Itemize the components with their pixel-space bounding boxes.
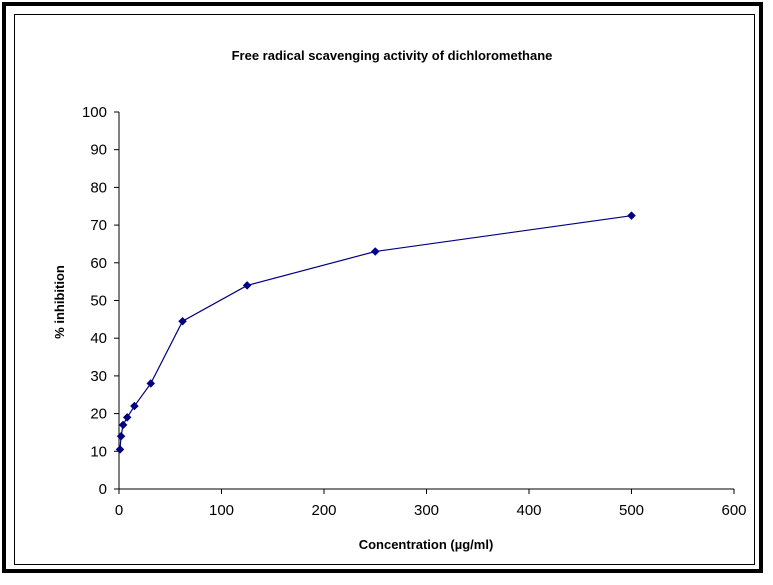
series-layer [115,211,636,454]
data-point-marker [118,420,128,430]
x-tick-label: 100 [209,502,234,519]
y-tick-label: 60 [90,255,107,272]
y-tick-label: 40 [90,330,107,347]
series-line [119,215,632,450]
y-tick-label: 20 [90,406,107,423]
x-tick-label: 500 [619,502,644,519]
y-tick-label: 70 [90,217,107,234]
y-tick-label: 30 [90,368,107,385]
y-tick-label: 10 [90,443,107,460]
data-point-marker [115,445,125,454]
x-tick-label: 400 [516,502,541,519]
data-point-marker [146,379,156,388]
data-point-marker [116,431,126,441]
data-point-marker [627,211,636,221]
y-tick-label: 90 [90,142,107,159]
data-point-marker [370,247,380,256]
data-point-marker [130,401,139,411]
data-point-marker [242,281,252,290]
y-tick-label: 80 [90,179,107,196]
y-tick-label: 0 [99,481,107,498]
x-tick-label: 200 [311,502,336,519]
data-point-marker [122,413,132,422]
x-tick-label: 600 [721,502,746,519]
x-tick-label: 0 [115,502,123,519]
y-axis-label: % inhibition [52,265,67,339]
y-tick-label: 100 [82,104,107,121]
inner-chart-frame [14,14,755,565]
chart-title: Free radical scavenging activity of dich… [232,48,553,63]
x-axis-label: Concentration (µg/ml) [359,537,494,552]
data-point-marker [178,316,187,326]
y-tick-label: 50 [90,293,107,310]
x-tick-label: 300 [414,502,439,519]
axes-layer: 0 10 20 30 40 50 60 70 80 90 100 0 100 200 300 400 500 60… [82,104,747,519]
